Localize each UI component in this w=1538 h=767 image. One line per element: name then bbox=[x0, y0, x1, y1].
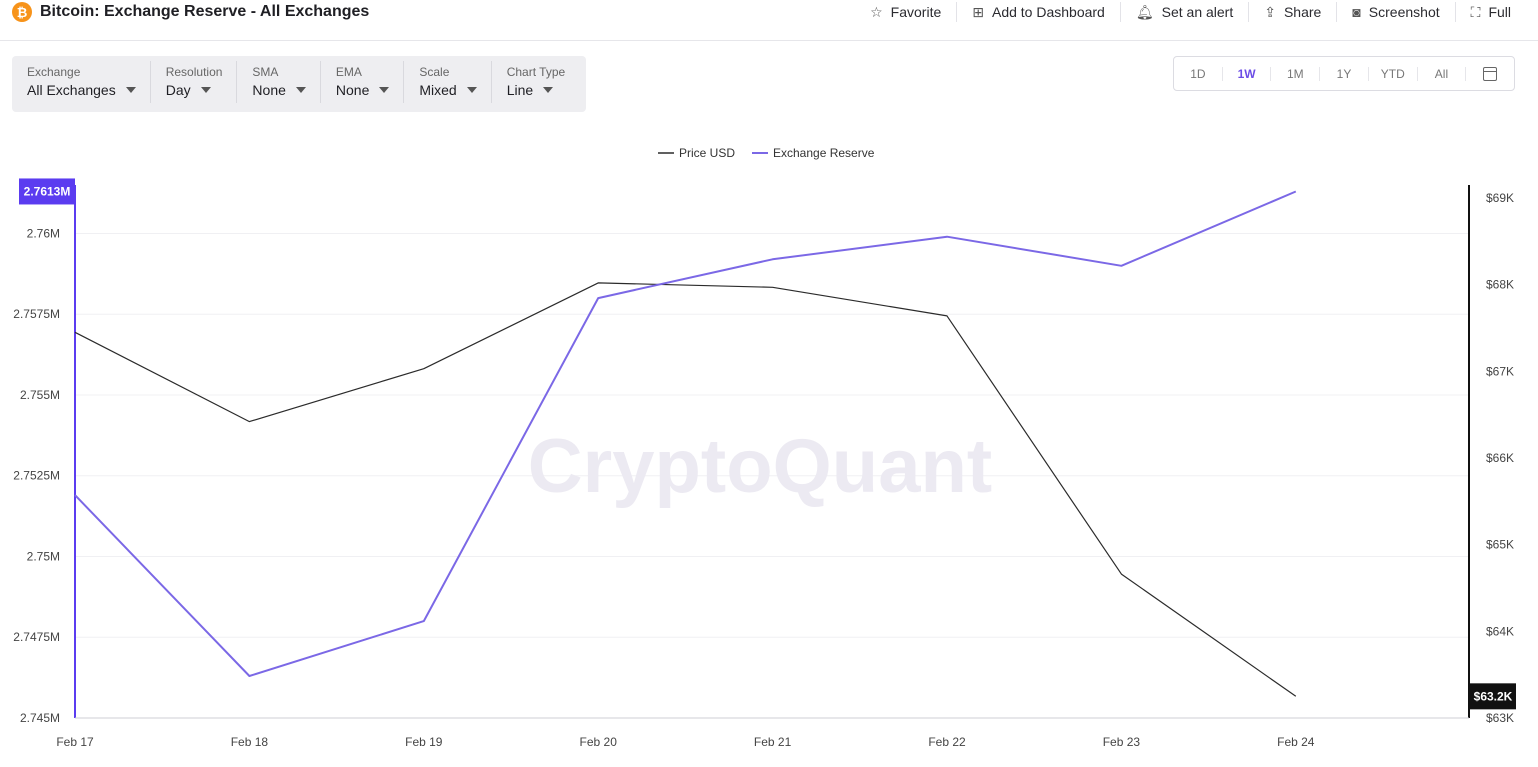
range-selector: 1D 1W 1M 1Y YTD All bbox=[1173, 56, 1515, 91]
chart-type-label: Chart Type bbox=[506, 65, 566, 79]
x-tick-label: Feb 24 bbox=[1277, 735, 1315, 749]
sma-select[interactable]: SMA None bbox=[237, 61, 321, 103]
ema-value: None bbox=[335, 82, 370, 98]
exchange-reserve-line bbox=[74, 190, 1297, 677]
y-left-tick-label: 2.745M bbox=[20, 711, 60, 725]
x-tick-label: Feb 19 bbox=[405, 735, 443, 749]
x-tick-label: Feb 23 bbox=[1103, 735, 1141, 749]
range-1y[interactable]: 1Y bbox=[1320, 66, 1369, 81]
x-tick-label: Feb 20 bbox=[580, 735, 618, 749]
caret-down-icon bbox=[295, 87, 306, 93]
scale-label: Scale bbox=[419, 65, 450, 79]
caret-down-icon bbox=[379, 87, 390, 93]
range-1m[interactable]: 1M bbox=[1271, 66, 1321, 81]
legend: Price USD Exchange Reserve bbox=[658, 146, 875, 160]
watermark: CryptoQuant bbox=[528, 424, 992, 509]
y-left-tick-label: 2.7575M bbox=[13, 307, 60, 321]
y-right-tick-label: $66K bbox=[1486, 451, 1514, 465]
caret-down-icon bbox=[466, 87, 477, 93]
price-current-badge bbox=[1470, 683, 1516, 710]
top-bar: ₿ Bitcoin: Exchange Reserve - All Exchan… bbox=[0, 0, 1538, 41]
range-all[interactable]: All bbox=[1418, 66, 1467, 81]
resolution-label: Resolution bbox=[165, 65, 223, 79]
exchange-select[interactable]: Exchange All Exchanges bbox=[12, 61, 151, 103]
share-button[interactable]: ⇪ Share bbox=[1248, 2, 1336, 22]
axes: 2.745M 2.7475M 2.75M 2.7525M 2.755M 2.7575M 2.… bbox=[13, 185, 1514, 749]
caret-down-icon bbox=[200, 87, 211, 93]
legend-label-reserve: Exchange Reserve bbox=[773, 146, 875, 160]
series-lines bbox=[74, 190, 1297, 697]
bell-icon: 🔔︎ bbox=[1135, 3, 1154, 20]
fullscreen-label: Full bbox=[1488, 4, 1511, 20]
x-tick-label: Feb 18 bbox=[231, 735, 269, 749]
reserve-current-badge bbox=[19, 178, 75, 205]
date-picker-button[interactable] bbox=[1466, 66, 1514, 81]
y-right-tick-label: $69K bbox=[1486, 191, 1514, 205]
ema-label: EMA bbox=[335, 65, 362, 79]
sma-value: None bbox=[252, 82, 286, 98]
chart-controls: Exchange All Exchanges Resolution Day SM… bbox=[12, 56, 586, 112]
fullscreen-button[interactable]: ⛶ Full bbox=[1454, 2, 1526, 22]
x-tick-label: Feb 21 bbox=[754, 735, 792, 749]
scale-select[interactable]: Scale Mixed bbox=[404, 61, 492, 103]
y-right-tick-label: $63K bbox=[1486, 711, 1514, 725]
camera-icon: ◙ bbox=[1352, 4, 1361, 20]
y-right-tick-label: $68K bbox=[1486, 278, 1514, 292]
grid-lines bbox=[75, 232, 1469, 719]
y-left-tick-label: 2.7525M bbox=[13, 469, 60, 483]
x-tick-label: Feb 17 bbox=[56, 735, 94, 749]
exchange-value: All Exchanges bbox=[27, 82, 116, 98]
y-right-tick-label: $67K bbox=[1486, 364, 1514, 378]
caret-down-icon bbox=[543, 87, 554, 93]
legend-label-price: Price USD bbox=[679, 146, 735, 160]
set-alert-button[interactable]: 🔔︎ Set an alert bbox=[1119, 2, 1248, 22]
dashboard-add-icon: ⊞ bbox=[972, 3, 984, 20]
y-left-tick-label: 2.76M bbox=[27, 226, 60, 240]
sma-label: SMA bbox=[252, 65, 279, 79]
exchange-label: Exchange bbox=[27, 65, 81, 79]
fullscreen-icon: ⛶ bbox=[1470, 3, 1481, 20]
brand: ₿ Bitcoin: Exchange Reserve - All Exchan… bbox=[12, 2, 369, 22]
current-value-badges: 2.7613M $63.2K bbox=[19, 178, 1516, 710]
add-to-dashboard-label: Add to Dashboard bbox=[991, 4, 1105, 20]
x-tick-label: Feb 22 bbox=[928, 735, 966, 749]
price-usd-line bbox=[74, 282, 1297, 697]
chart-type-select[interactable]: Chart Type Line bbox=[492, 61, 579, 103]
page-title: Bitcoin: Exchange Reserve - All Exchange… bbox=[40, 3, 370, 20]
screenshot-label: Screenshot bbox=[1368, 4, 1440, 20]
chart-type-value: Line bbox=[506, 82, 534, 98]
ema-select[interactable]: EMA None bbox=[321, 61, 405, 103]
share-icon: ⇪ bbox=[1264, 3, 1276, 20]
range-1d[interactable]: 1D bbox=[1174, 66, 1223, 81]
range-1w[interactable]: 1W bbox=[1223, 66, 1272, 81]
range-ytd[interactable]: YTD bbox=[1369, 66, 1418, 81]
reserve-current-value: 2.7613M bbox=[24, 184, 71, 198]
favorite-label: Favorite bbox=[890, 4, 942, 20]
y-left-tick-label: 2.7475M bbox=[13, 630, 60, 644]
resolution-value: Day bbox=[165, 82, 191, 98]
favorite-button[interactable]: ☆ Favorite bbox=[855, 2, 956, 22]
y-right-tick-label: $65K bbox=[1486, 538, 1514, 552]
star-icon: ☆ bbox=[870, 3, 883, 20]
bitcoin-icon: ₿ bbox=[12, 2, 32, 22]
price-current-value: $63.2K bbox=[1474, 689, 1513, 703]
y-left-tick-label: 2.755M bbox=[20, 388, 60, 402]
action-bar: ☆ Favorite ⊞ Add to Dashboard 🔔︎ Set an … bbox=[855, 2, 1526, 22]
screenshot-button[interactable]: ◙ Screenshot bbox=[1336, 2, 1454, 22]
set-alert-label: Set an alert bbox=[1161, 4, 1234, 20]
y-left-tick-label: 2.75M bbox=[27, 549, 60, 563]
y-right-tick-label: $64K bbox=[1486, 624, 1514, 638]
scale-value: Mixed bbox=[419, 82, 457, 98]
add-to-dashboard-button[interactable]: ⊞ Add to Dashboard bbox=[956, 2, 1120, 22]
calendar-icon bbox=[1483, 66, 1498, 81]
share-label: Share bbox=[1283, 4, 1322, 20]
caret-down-icon bbox=[125, 87, 136, 93]
resolution-select[interactable]: Resolution Day bbox=[151, 61, 238, 103]
